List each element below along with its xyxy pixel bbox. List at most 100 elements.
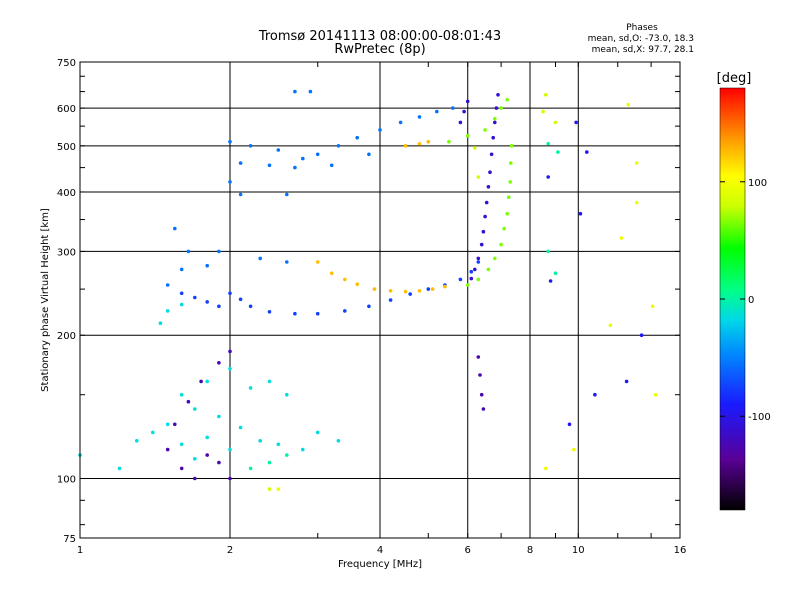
data-point xyxy=(367,152,371,157)
data-point xyxy=(372,287,377,291)
data-point xyxy=(228,180,232,184)
data-point xyxy=(329,271,334,276)
colorbar-tick-label: -100 xyxy=(748,412,771,423)
data-point xyxy=(217,361,221,365)
data-point xyxy=(634,200,639,205)
data-point xyxy=(476,355,481,359)
data-point xyxy=(205,263,209,268)
data-point xyxy=(301,156,305,161)
data-point xyxy=(493,120,497,125)
data-point xyxy=(336,439,341,443)
data-point xyxy=(173,226,177,231)
x-tick-label: 8 xyxy=(527,545,533,556)
y-tick-label: 200 xyxy=(57,331,76,342)
x-tick-label: 4 xyxy=(377,545,383,556)
data-point xyxy=(276,148,281,152)
data-point xyxy=(248,466,253,471)
data-point xyxy=(626,102,631,107)
data-point xyxy=(186,399,191,404)
data-point xyxy=(478,373,482,377)
data-point xyxy=(285,392,289,397)
x-tick-label: 1 xyxy=(77,545,83,556)
data-point xyxy=(417,115,422,119)
y-axis-label: Stationary phase Virtual Height [km] xyxy=(40,208,51,392)
data-point xyxy=(315,430,320,435)
x-tick-label: 6 xyxy=(465,545,471,556)
colorbar-label: [deg] xyxy=(717,71,752,86)
data-point xyxy=(336,144,341,148)
data-point xyxy=(117,466,122,471)
data-point xyxy=(403,289,408,294)
data-point xyxy=(135,439,139,443)
x-tick-label: 10 xyxy=(572,545,585,556)
data-point xyxy=(217,249,221,254)
data-point xyxy=(329,163,334,168)
data-point xyxy=(267,163,272,168)
data-point xyxy=(205,379,209,384)
data-point xyxy=(285,192,289,197)
data-point xyxy=(403,144,408,148)
data-point xyxy=(205,435,209,440)
data-point xyxy=(481,407,486,411)
data-point xyxy=(541,109,545,114)
y-tick-label: 75 xyxy=(63,534,76,545)
data-point xyxy=(479,392,484,397)
data-point xyxy=(186,249,191,254)
y-tick-label: 750 xyxy=(57,58,76,69)
data-point xyxy=(238,192,243,197)
data-point xyxy=(493,116,497,121)
data-point xyxy=(408,292,413,296)
data-point xyxy=(426,287,431,291)
data-point xyxy=(462,109,466,114)
data-point xyxy=(553,271,558,276)
data-point xyxy=(546,142,550,146)
data-point xyxy=(293,311,297,316)
data-point xyxy=(488,170,492,174)
data-point xyxy=(267,379,272,384)
data-point xyxy=(548,279,553,283)
data-point xyxy=(624,379,629,384)
data-point xyxy=(567,422,572,427)
data-point xyxy=(483,214,487,219)
data-point xyxy=(572,447,576,452)
data-point xyxy=(238,425,243,430)
data-point xyxy=(285,453,289,457)
data-point xyxy=(205,300,209,304)
data-point xyxy=(267,310,272,314)
data-point xyxy=(315,152,320,157)
data-point xyxy=(447,139,451,144)
data-point xyxy=(494,106,499,110)
y-tick-label: 500 xyxy=(57,142,76,153)
data-point xyxy=(367,304,371,309)
data-point xyxy=(634,161,639,165)
data-point xyxy=(228,139,232,144)
data-point xyxy=(217,460,221,465)
data-point xyxy=(499,106,503,110)
data-points xyxy=(78,89,658,491)
data-point xyxy=(193,457,197,461)
data-point xyxy=(543,93,548,97)
data-point xyxy=(238,161,243,165)
data-point xyxy=(151,430,155,435)
data-point xyxy=(476,260,481,264)
data-point xyxy=(496,93,500,97)
data-point xyxy=(476,175,481,179)
y-tick-label: 300 xyxy=(57,247,76,258)
data-point xyxy=(505,97,510,102)
data-point xyxy=(267,460,272,465)
data-point xyxy=(486,267,491,272)
data-point xyxy=(473,146,477,150)
data-point xyxy=(217,304,221,309)
data-point xyxy=(469,276,474,281)
colorbar-tick-label: 100 xyxy=(748,178,767,189)
data-point xyxy=(593,392,597,397)
x-axis-label: Frequency [MHz] xyxy=(338,559,422,570)
data-point xyxy=(228,447,232,452)
data-point xyxy=(193,295,197,300)
data-point xyxy=(483,128,487,132)
data-point xyxy=(505,211,510,216)
data-point xyxy=(165,447,170,452)
data-point xyxy=(199,379,203,384)
data-point xyxy=(293,165,297,170)
data-point xyxy=(491,135,496,140)
